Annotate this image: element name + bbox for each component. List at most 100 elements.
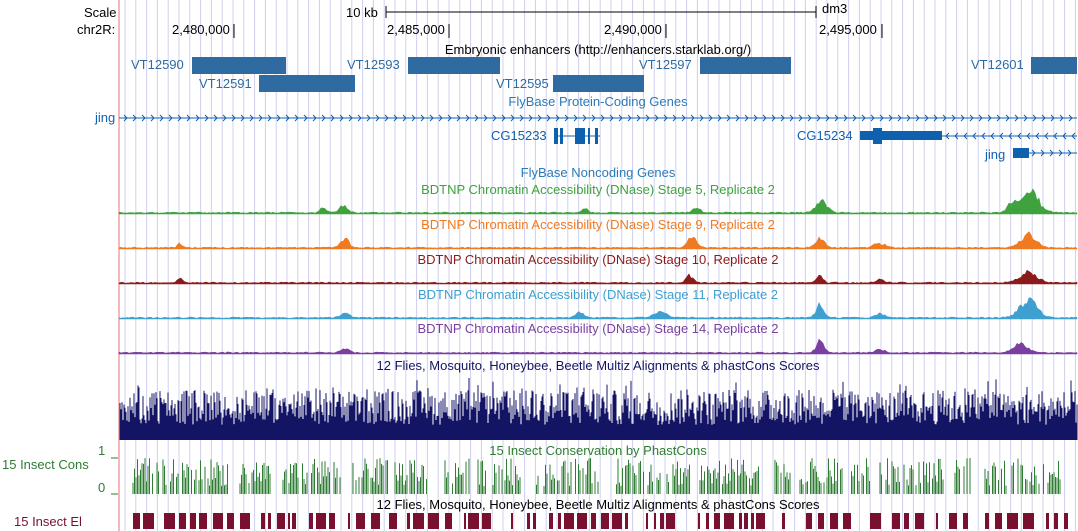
conserved-element[interactable] bbox=[625, 513, 628, 529]
conserved-element[interactable] bbox=[985, 513, 989, 529]
conserved-element[interactable] bbox=[329, 513, 335, 529]
conserved-element[interactable] bbox=[806, 513, 812, 529]
conserved-element[interactable] bbox=[904, 513, 909, 529]
conserved-element[interactable] bbox=[213, 513, 223, 529]
conserved-element[interactable] bbox=[468, 513, 479, 529]
conserved-element[interactable] bbox=[227, 513, 234, 529]
conserved-element[interactable] bbox=[533, 513, 536, 529]
gene-label[interactable]: jing bbox=[985, 147, 1006, 162]
conserved-element[interactable] bbox=[936, 513, 938, 529]
dnase-signal-area[interactable] bbox=[118, 269, 1078, 285]
conserved-element[interactable] bbox=[751, 513, 754, 529]
enhancer-feature[interactable] bbox=[1031, 57, 1077, 74]
noncoding-track-title[interactable]: FlyBase Noncoding Genes bbox=[520, 165, 676, 180]
conserved-element[interactable] bbox=[143, 513, 154, 529]
conserved-element[interactable] bbox=[190, 513, 196, 529]
conserved-element[interactable] bbox=[782, 513, 785, 529]
conserved-element[interactable] bbox=[654, 513, 656, 529]
conserved-element[interactable] bbox=[591, 513, 596, 529]
conserved-element[interactable] bbox=[666, 513, 675, 529]
conserved-element[interactable] bbox=[1046, 513, 1049, 529]
conserved-element[interactable] bbox=[706, 513, 709, 529]
conserved-element[interactable] bbox=[1023, 513, 1034, 529]
conserved-element[interactable] bbox=[371, 513, 380, 529]
conserved-element[interactable] bbox=[261, 513, 265, 529]
conserved-element[interactable] bbox=[527, 513, 530, 529]
enhancer-label[interactable]: VT12595 bbox=[496, 76, 549, 91]
conserved-element[interactable] bbox=[564, 513, 574, 529]
dnase-signal-area[interactable] bbox=[118, 338, 1078, 355]
gene-exon[interactable] bbox=[554, 128, 558, 144]
conserved-element[interactable] bbox=[843, 513, 851, 529]
gene-exon[interactable] bbox=[873, 128, 882, 144]
conserved-element[interactable] bbox=[407, 513, 410, 529]
enhancer-label[interactable]: VT12601 bbox=[971, 57, 1024, 72]
conserved-element[interactable] bbox=[309, 513, 313, 529]
gene-exon[interactable] bbox=[575, 131, 585, 141]
conserved-element[interactable] bbox=[428, 513, 439, 529]
enhancer-label[interactable]: VT12597 bbox=[639, 57, 692, 72]
conserved-element[interactable] bbox=[288, 513, 290, 529]
enhancer-label[interactable]: VT12590 bbox=[131, 57, 184, 72]
conserved-element[interactable] bbox=[915, 513, 924, 529]
conserved-element[interactable] bbox=[558, 513, 561, 529]
conserved-element[interactable] bbox=[464, 513, 466, 529]
conserved-element[interactable] bbox=[601, 513, 609, 529]
dnase-signal-area[interactable] bbox=[118, 297, 1078, 320]
genes-track-title[interactable]: FlyBase Protein-Coding Genes bbox=[508, 94, 688, 109]
enhancer-feature[interactable] bbox=[192, 57, 286, 74]
enhancers-track-title[interactable]: Embryonic enhancers (http://enhancers.st… bbox=[444, 42, 752, 57]
conserved-element[interactable] bbox=[511, 513, 513, 529]
gene-left-label[interactable]: jing bbox=[95, 110, 116, 125]
conserved-element[interactable] bbox=[963, 513, 968, 529]
conserved-element[interactable] bbox=[646, 513, 648, 529]
conserved-element[interactable] bbox=[612, 513, 622, 529]
conserved-element[interactable] bbox=[292, 513, 296, 529]
enhancer-feature[interactable] bbox=[259, 75, 355, 92]
conserved-element[interactable] bbox=[714, 513, 720, 529]
conserved-element[interactable] bbox=[724, 513, 734, 529]
conserved-element[interactable] bbox=[660, 513, 664, 529]
conserved-element[interactable] bbox=[698, 513, 700, 529]
conserved-element[interactable] bbox=[756, 513, 765, 529]
dnase-track-title[interactable]: BDTNP Chromatin Accessibility (DNase) St… bbox=[421, 217, 775, 232]
conserved-element[interactable] bbox=[739, 513, 742, 529]
conserved-element[interactable] bbox=[316, 513, 326, 529]
conserved-element[interactable] bbox=[413, 513, 424, 529]
conserved-element[interactable] bbox=[133, 513, 140, 529]
gene-exon[interactable] bbox=[588, 128, 590, 144]
gene-exon[interactable] bbox=[1013, 148, 1029, 158]
enhancer-feature[interactable] bbox=[700, 57, 791, 74]
conserved-element[interactable] bbox=[995, 513, 1002, 529]
conserved-element[interactable] bbox=[744, 513, 748, 529]
conservation-track-title[interactable]: 15 Insect Conservation by PhastCons bbox=[489, 443, 707, 458]
gene-exon[interactable] bbox=[860, 131, 942, 140]
gene-exon[interactable] bbox=[560, 128, 563, 144]
enhancer-label[interactable]: VT12593 bbox=[347, 57, 400, 72]
enhancer-feature[interactable] bbox=[553, 75, 644, 92]
conserved-element[interactable] bbox=[1007, 513, 1018, 529]
dnase-track-title[interactable]: BDTNP Chromatin Accessibility (DNase) St… bbox=[421, 182, 775, 197]
enhancer-label[interactable]: VT12591 bbox=[199, 76, 252, 91]
conserved-element[interactable] bbox=[577, 513, 587, 529]
enhancer-feature[interactable] bbox=[408, 57, 500, 74]
dnase-track-title[interactable]: BDTNP Chromatin Accessibility (DNase) St… bbox=[417, 287, 779, 302]
conserved-element[interactable] bbox=[870, 513, 881, 529]
conserved-element[interactable] bbox=[268, 513, 271, 529]
gene-exon[interactable] bbox=[595, 128, 598, 144]
gene-label[interactable]: CG15234 bbox=[797, 128, 853, 143]
conserved-element[interactable] bbox=[830, 513, 838, 529]
conserved-element[interactable] bbox=[949, 513, 957, 529]
conserved-element[interactable] bbox=[356, 513, 365, 529]
conserved-element[interactable] bbox=[549, 513, 553, 529]
conserved-element[interactable] bbox=[240, 513, 250, 529]
conserved-element[interactable] bbox=[1064, 513, 1068, 529]
dnase-signal-area[interactable] bbox=[118, 188, 1078, 215]
conservation-left-label[interactable]: 15 Insect Cons bbox=[2, 457, 89, 472]
dnase-track-title[interactable]: BDTNP Chromatin Accessibility (DNase) St… bbox=[417, 321, 779, 336]
conserved-element[interactable] bbox=[892, 513, 900, 529]
conserved-element[interactable] bbox=[445, 513, 452, 529]
elements-left-label[interactable]: 15 Insect El bbox=[14, 514, 82, 529]
